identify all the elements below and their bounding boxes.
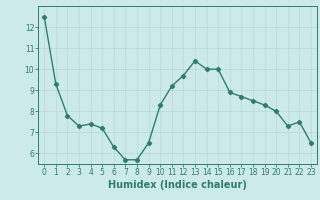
X-axis label: Humidex (Indice chaleur): Humidex (Indice chaleur) [108,180,247,190]
